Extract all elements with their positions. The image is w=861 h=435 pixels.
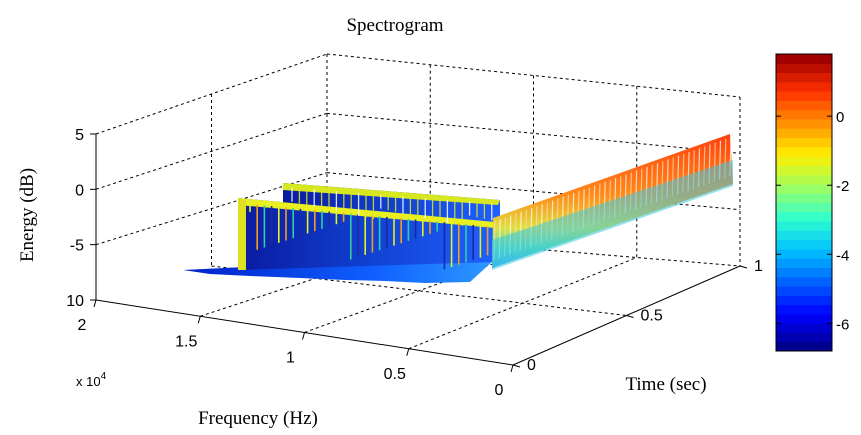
floor-x-gridline xyxy=(304,248,534,333)
z-tick-label: 5 xyxy=(75,127,84,144)
colorbar-band xyxy=(776,295,832,306)
x-axis-multiplier-exponent: 4 xyxy=(101,371,107,382)
x-tick-label: 0.5 xyxy=(384,366,406,383)
colorbar-band xyxy=(776,91,832,101)
colorbar-band xyxy=(776,81,832,92)
colorbar-band xyxy=(776,221,832,231)
x-tick-mark xyxy=(406,348,410,356)
colorbar-band xyxy=(776,118,832,129)
x-tick-label: 1.5 xyxy=(175,333,197,350)
x-axis-multiplier: x 104 xyxy=(76,371,107,389)
x-axis-ticks: 2 1.5 1 0.5 0 xyxy=(78,299,514,399)
colorbar-band xyxy=(776,258,832,268)
colorbar-band xyxy=(776,248,832,259)
surface-near-wall-left xyxy=(238,198,246,270)
y-axis-label: Time (sec) xyxy=(625,374,706,395)
y-tick-mark xyxy=(512,364,521,368)
colorbar-band xyxy=(776,202,832,213)
colorbar-tick-label: -4 xyxy=(836,247,849,264)
colorbar-band xyxy=(776,109,832,120)
side-wall-grid xyxy=(95,53,328,266)
x-axis-label: Frequency (Hz) xyxy=(198,408,318,429)
y-axis-ticks: 00.51 xyxy=(512,258,763,374)
x-tick-mark xyxy=(93,299,97,308)
x-tick-mark xyxy=(197,316,201,324)
colorbar-band xyxy=(776,165,832,176)
colorbar-band xyxy=(776,63,832,74)
z-tick-label: -5 xyxy=(70,238,84,255)
colorbar-band xyxy=(776,239,832,250)
y-tick-label: 0 xyxy=(527,357,536,374)
x-tick-label: 1 xyxy=(286,350,295,367)
colorbar-band xyxy=(776,54,832,64)
colorbar-band xyxy=(776,332,832,343)
colorbar-band xyxy=(776,323,832,333)
floor-y-gridline xyxy=(211,265,627,316)
colorbar-band xyxy=(776,267,832,278)
colorbar-band xyxy=(776,174,832,185)
y-tick-label: 0.5 xyxy=(641,308,663,325)
colorbar-band xyxy=(776,193,832,203)
y-tick-mark xyxy=(626,315,634,318)
z-tick-label: 0 xyxy=(75,182,84,199)
x-tick-label: 0 xyxy=(495,382,504,399)
colorbar-bands xyxy=(776,54,832,352)
z-axis-ticks: 5 0 -5 10 xyxy=(66,127,96,310)
colorbar-band xyxy=(776,128,832,139)
colorbar-band xyxy=(776,72,832,83)
colorbar: 0 -2 -4 -6 xyxy=(775,53,849,352)
colorbar-tick-label: 0 xyxy=(836,109,844,126)
z-axis-label: Energy (dB) xyxy=(17,168,38,262)
colorbar-band xyxy=(776,183,832,194)
surface-ridge-front-edge xyxy=(492,160,733,270)
colorbar-band xyxy=(776,230,832,241)
colorbar-band xyxy=(776,100,832,111)
colorbar-band xyxy=(776,146,832,157)
colorbar-band xyxy=(776,211,832,222)
colorbar-band xyxy=(776,156,832,166)
x-tick-mark xyxy=(302,332,305,340)
colorbar-band xyxy=(776,286,832,296)
wall-stripes xyxy=(249,187,493,270)
side-wall-z-gridline xyxy=(95,112,328,190)
z-tick-label: 10 xyxy=(66,293,84,310)
surface-far-wall-top xyxy=(283,183,500,205)
colorbar-frame xyxy=(775,53,833,352)
colorbar-band xyxy=(776,276,832,287)
colorbar-tick-label: -2 xyxy=(836,178,849,195)
colorbar-ticks: 0 -2 -4 -6 xyxy=(776,109,849,333)
y-tick-mark xyxy=(739,265,748,269)
chart-title: Spectrogram xyxy=(346,15,443,36)
colorbar-tick-label: -6 xyxy=(836,316,849,333)
spectrogram-surface xyxy=(183,134,733,283)
colorbar-band xyxy=(776,304,832,315)
x-tick-label: 2 xyxy=(78,317,87,334)
colorbar-band xyxy=(776,137,832,148)
y-tick-label: 1 xyxy=(754,258,763,275)
x-tick-mark xyxy=(510,364,514,373)
colorbar-band xyxy=(776,341,832,352)
colorbar-band xyxy=(776,313,832,324)
